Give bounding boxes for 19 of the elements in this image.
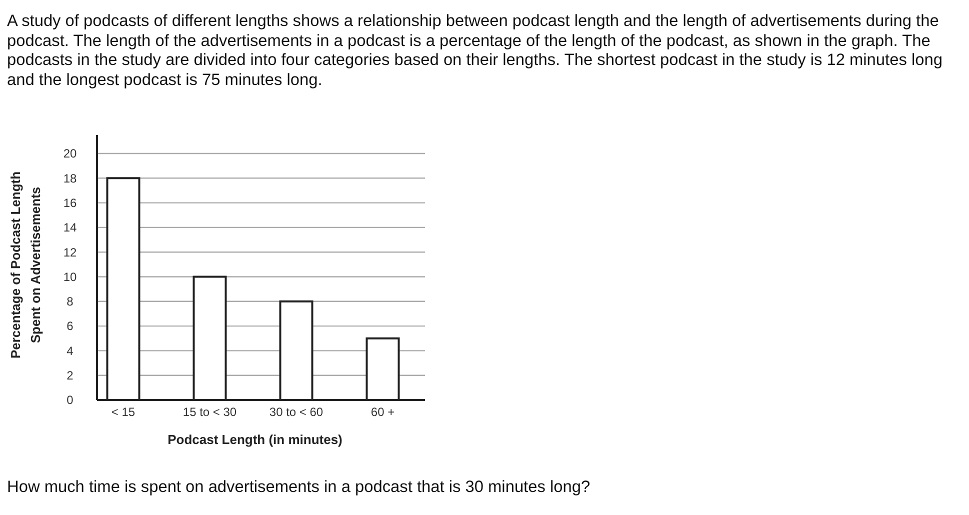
y-tick-label: 12	[63, 245, 77, 260]
y-tick-label: 0	[66, 393, 74, 408]
y-tick-label: 2	[66, 368, 74, 383]
y-axis-title: Percentage of Podcast Length Spent on Advertisements	[8, 171, 43, 359]
y-tick-label: 4	[66, 344, 74, 358]
text: A study of podcasts of different lengths shows a relationship between podcast length and the length of advertisements during the podcast. The length of the advertisements in a podcast is a percentage of the length of the podcast, as shown in the graph. The podcasts in the study are divided into four categories based on their lengths. The shortest podcast in the study is 12 minutes long and the longest podcast is 75 minutes long.	[7, 12, 944, 90]
x-tick-label: 60 +	[370, 405, 395, 419]
y-tick-label: 10	[63, 270, 77, 284]
x-tick-label: < 15	[111, 405, 136, 419]
y-tick-label: 14	[63, 220, 77, 235]
x-axis-title: Podcast Length (in minutes)	[168, 432, 342, 447]
y-tick-label: 16	[63, 196, 77, 210]
x-tick-label: 30 to < 60	[269, 405, 324, 419]
y-tick-label: 18	[63, 171, 77, 186]
y-tick-label: 8	[66, 294, 74, 309]
y-tick-label: 6	[66, 319, 74, 334]
y-tick-label: 20	[63, 146, 77, 161]
x-tick-label: 15 to < 30	[182, 405, 237, 419]
text: How much time is spent on advertisements in a podcast that is 30 minutes long?	[7, 478, 590, 496]
